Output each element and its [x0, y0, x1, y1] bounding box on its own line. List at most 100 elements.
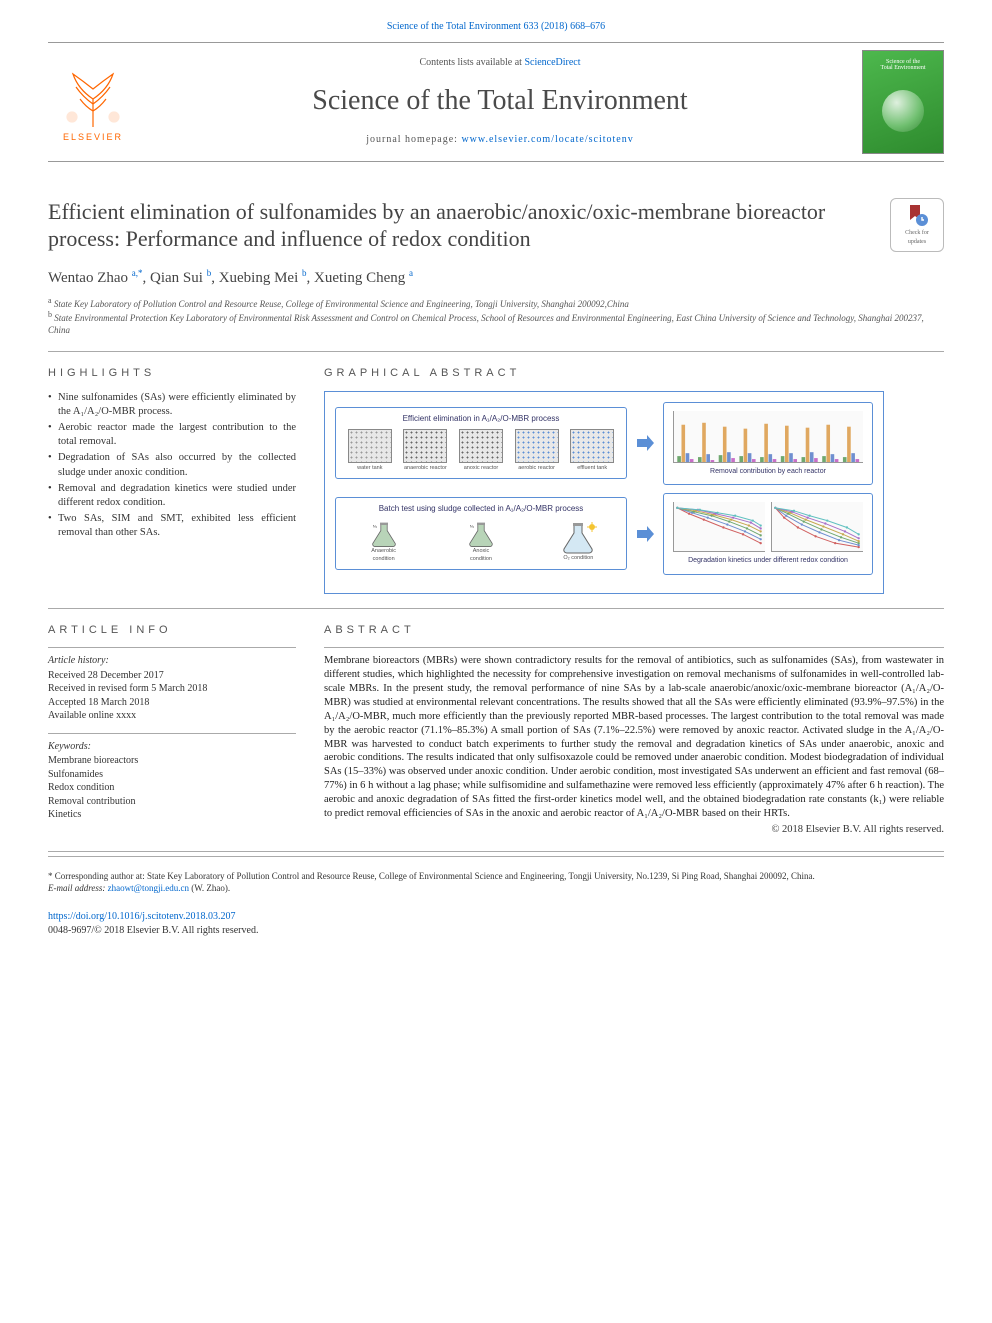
ga-panel2-title: Batch test using sludge collected in A₁/…	[344, 504, 618, 515]
removal-bar-chart	[673, 411, 863, 463]
arrow-right-icon	[635, 525, 655, 543]
corresponding-footnote: * Corresponding author at: State Key Lab…	[48, 871, 944, 883]
keyword-item: Removal contribution	[48, 795, 296, 809]
contents-line: Contents lists available at ScienceDirec…	[150, 56, 850, 70]
homepage-link[interactable]: www.elsevier.com/locate/scitotenv	[461, 134, 633, 145]
check-updates-badge[interactable]: Check for updates	[890, 198, 944, 252]
check-line2: updates	[908, 238, 926, 246]
author-2: , Qian Sui	[143, 270, 207, 286]
journal-name: Science of the Total Environment	[150, 82, 850, 120]
highlight-item: Two SAs, SIM and SMT, exhibited less eff…	[48, 512, 296, 540]
author-1: Wentao Zhao	[48, 270, 132, 286]
flask-icon: N₂	[364, 521, 404, 548]
abstract-head: ABSTRACT	[324, 623, 944, 638]
ga-flask-row: N₂ Anaerobic condition N₂ Anoxic conditi…	[344, 521, 618, 563]
check-updates-icon	[905, 203, 929, 227]
highlight-item: Aerobic reactor made the largest contrib…	[48, 421, 296, 449]
elsevier-tree-icon	[58, 59, 128, 129]
ga-tank: effluent tank	[570, 429, 614, 472]
doi-block: https://doi.org/10.1016/j.scitotenv.2018…	[48, 910, 944, 937]
footnotes: * Corresponding author at: State Key Lab…	[48, 871, 944, 894]
cover-label-2: Total Environment	[880, 65, 925, 72]
affiliations: a State Key Laboratory of Pollution Cont…	[48, 296, 944, 337]
ga-flask: O₂ condition	[558, 521, 598, 563]
keyword-item: Sulfonamides	[48, 768, 296, 782]
ga-panel-process: Efficient elimination in A₁/A₂/O-MBR pro…	[335, 407, 627, 479]
ga-tank: anaerobic reactor	[403, 429, 447, 472]
kinetics-charts	[673, 502, 863, 552]
ga-row-2: Batch test using sludge collected in A₁/…	[335, 493, 873, 574]
article-info-head: ARTICLE INFO	[48, 623, 296, 638]
citation-link[interactable]: Science of the Total Environment 633 (20…	[387, 21, 605, 32]
kinetics-anoxic-chart	[673, 502, 765, 552]
keywords-head: Keywords:	[48, 740, 296, 754]
masthead-center: Contents lists available at ScienceDirec…	[150, 56, 850, 147]
citation-header: Science of the Total Environment 633 (20…	[48, 20, 944, 34]
ga-tank: anoxic reactor	[459, 429, 503, 472]
ga-process-diagram: water tank anaerobic reactor anoxic reacto…	[344, 429, 618, 472]
cover-label-1: Science of the	[886, 59, 920, 66]
copyright-line: © 2018 Elsevier B.V. All rights reserved…	[324, 823, 944, 837]
ga-tank-label: effluent tank	[570, 465, 614, 472]
highlight-item: Removal and degradation kinetics were st…	[48, 482, 296, 510]
contents-prefix: Contents lists available at	[419, 57, 524, 68]
divider-ai-mid	[48, 733, 296, 734]
flask-icon	[558, 521, 598, 555]
keyword-item: Redox condition	[48, 781, 296, 795]
ga-panel1-title: Efficient elimination in A₁/A₂/O-MBR pro…	[344, 414, 618, 425]
keywords-list: Membrane bioreactorsSulfonamidesRedox co…	[48, 754, 296, 822]
highlights-list: Nine sulfonamides (SAs) were efficiently…	[48, 391, 296, 541]
fn-email-suffix: (W. Zhao).	[189, 883, 230, 893]
ga-flask-label: Anaerobic condition	[364, 548, 404, 563]
history-revised: Received in revised form 5 March 2018	[48, 682, 296, 696]
arrow-right-icon	[635, 434, 655, 452]
doi-link[interactable]: https://doi.org/10.1016/j.scitotenv.2018…	[48, 911, 236, 922]
title-block: Efficient elimination of sulfonamides by…	[48, 198, 944, 253]
article-info: Article history: Received 28 December 20…	[48, 654, 296, 822]
fn-corr-label: Corresponding author at:	[53, 871, 147, 881]
affiliation-b: b State Environmental Protection Key Lab…	[48, 310, 944, 336]
ga-panel-kinetics: Degradation kinetics under different red…	[663, 493, 873, 574]
history-accepted: Accepted 18 March 2018	[48, 696, 296, 710]
flask-icon: N₂	[461, 521, 501, 548]
issn-line: 0048-9697/© 2018 Elsevier B.V. All right…	[48, 924, 944, 938]
journal-homepage: journal homepage: www.elsevier.com/locat…	[150, 133, 850, 147]
highlights-row: HIGHLIGHTS Nine sulfonamides (SAs) were …	[48, 366, 944, 594]
fn-email-link[interactable]: zhaowt@tongji.edu.cn	[108, 883, 189, 893]
aff-a-text: State Key Laboratory of Pollution Contro…	[52, 299, 629, 309]
sciencedirect-link[interactable]: ScienceDirect	[524, 57, 580, 68]
elsevier-logo: ELSEVIER	[48, 52, 138, 152]
divider-abs-top	[324, 647, 944, 648]
highlight-item: Degradation of SAs also occurred by the …	[48, 451, 296, 479]
ga-tank-label: anaerobic reactor	[403, 465, 447, 472]
authors-line: Wentao Zhao a,*, Qian Sui b, Xuebing Mei…	[48, 267, 944, 288]
journal-cover: Science of the Total Environment	[862, 50, 944, 154]
ga-right2-label: Degradation kinetics under different red…	[688, 556, 848, 565]
fn-corr-text: State Key Laboratory of Pollution Contro…	[147, 871, 815, 881]
fn-email-label: E-mail address:	[48, 883, 108, 893]
masthead: ELSEVIER Contents lists available at Sci…	[48, 42, 944, 162]
history-received: Received 28 December 2017	[48, 669, 296, 683]
ga-tank-label: water tank	[348, 465, 392, 472]
ga-tank: aerobic reactor	[515, 429, 559, 472]
svg-text:N₂: N₂	[372, 524, 377, 529]
svg-text:N₂: N₂	[470, 524, 475, 529]
ga-flask: N₂ Anaerobic condition	[364, 521, 404, 563]
ga-panel-barchart: Removal contribution by each reactor	[663, 402, 873, 485]
ga-flask-label: Anoxic condition	[461, 548, 501, 563]
divider-2	[48, 608, 944, 609]
email-footnote: E-mail address: zhaowt@tongji.edu.cn (W.…	[48, 883, 944, 895]
abstract-text: Membrane bioreactors (MBRs) were shown c…	[324, 654, 944, 820]
graphical-abstract: Efficient elimination in A₁/A₂/O-MBR pro…	[324, 391, 884, 594]
keyword-item: Membrane bioreactors	[48, 754, 296, 768]
author-4-aff[interactable]: a	[409, 268, 413, 278]
kinetics-aerobic-chart	[771, 502, 863, 552]
info-abstract-row: ARTICLE INFO Article history: Received 2…	[48, 623, 944, 837]
divider-4	[48, 856, 944, 857]
cover-globe-icon	[882, 90, 924, 132]
affiliation-a: a State Key Laboratory of Pollution Cont…	[48, 296, 944, 311]
ga-right1-label: Removal contribution by each reactor	[710, 467, 826, 476]
ga-flask: N₂ Anoxic condition	[461, 521, 501, 563]
highlight-item: Nine sulfonamides (SAs) were efficiently…	[48, 391, 296, 419]
ga-flask-label: O₂ condition	[563, 555, 593, 562]
